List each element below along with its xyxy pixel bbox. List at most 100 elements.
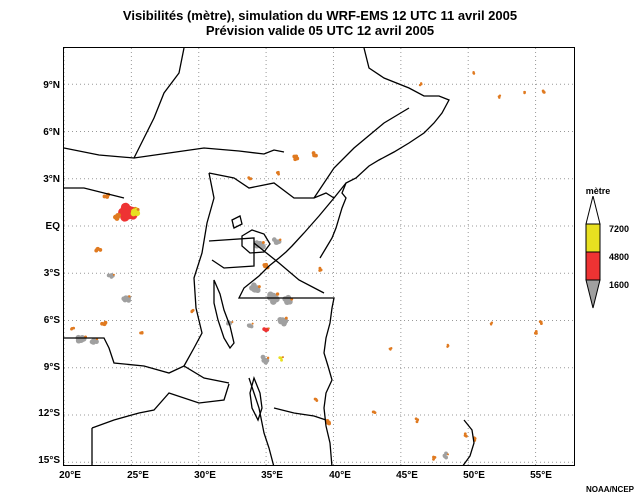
legend-swatch-top <box>585 196 601 225</box>
lon-label-40e: 40°E <box>329 470 351 481</box>
visibility-cell <box>121 296 127 302</box>
visibility-cell <box>190 309 194 313</box>
visibility-cell <box>523 91 526 95</box>
border-ethiopia-kenya <box>208 172 335 199</box>
visibility-cell <box>274 239 280 245</box>
visibility-cell <box>78 337 84 343</box>
visibility-cell <box>248 177 252 181</box>
visibility-cell <box>251 282 257 289</box>
visibility-cell <box>419 82 423 85</box>
lake-albert <box>231 215 243 229</box>
visibility-cell <box>102 322 107 327</box>
visibility-cell <box>390 347 393 350</box>
visibility-cell <box>126 298 132 303</box>
border-sudan-south <box>133 48 185 159</box>
visibility-patch <box>472 70 476 75</box>
visibility-patch <box>418 82 423 87</box>
visibility-cell <box>418 83 422 87</box>
legend-colorbar <box>585 196 601 309</box>
border-uganda <box>208 237 255 269</box>
visibility-cell <box>313 397 317 401</box>
border-zambia <box>91 383 230 429</box>
visibility-cell-edge <box>112 273 115 276</box>
visibility-patch <box>94 246 103 253</box>
boundary-lines <box>64 48 475 465</box>
visibility-cell <box>432 457 435 461</box>
visibility-patch <box>523 90 526 95</box>
visibility-cell <box>116 212 122 218</box>
visibility-cell <box>472 72 476 75</box>
visibility-patch <box>446 343 450 348</box>
graticule <box>64 48 574 465</box>
lon-label-25e: 25°E <box>127 470 149 481</box>
visibility-cell-edge <box>281 356 284 359</box>
coastline-horn <box>319 48 450 259</box>
lat-label-12s: 12°S <box>38 408 60 419</box>
visibility-patch <box>139 331 144 335</box>
visibility-cell-edge <box>257 285 261 289</box>
visibility-patch <box>130 207 141 217</box>
visibility-patch <box>246 322 254 329</box>
visibility-cell-edge <box>447 453 449 456</box>
legend-title: mètre <box>585 186 611 196</box>
visibility-patch <box>70 326 76 331</box>
border-mozambique <box>273 407 327 421</box>
visibility-cell <box>539 320 543 324</box>
visibility-cell <box>246 323 251 328</box>
lat-label-3s: 3°S <box>43 268 60 279</box>
legend-swatch-1600 <box>585 279 601 309</box>
visibility-cell <box>318 266 322 270</box>
visibility-patch <box>489 321 494 326</box>
lon-label-35e: 35°E <box>261 470 283 481</box>
lat-label-6n: 6°N <box>43 127 60 138</box>
visibility-patch <box>292 154 300 162</box>
border-malawi <box>248 377 275 465</box>
visibility-patch <box>497 94 502 99</box>
visibility-cell-edge <box>128 295 131 298</box>
visibility-cell <box>447 344 450 348</box>
visibility-patch <box>318 266 323 272</box>
visibility-cell <box>284 299 290 305</box>
lake-tanganyika <box>213 279 235 350</box>
visibility-cell <box>278 356 282 360</box>
visibility-patch <box>432 455 437 461</box>
legend-label-4800: 4800 <box>609 252 630 262</box>
visibility-patch <box>325 419 332 426</box>
visibility-cell <box>372 410 376 414</box>
visibility-cell <box>264 328 268 333</box>
visibility-cell <box>318 269 322 272</box>
visibility-cell <box>121 209 132 219</box>
visibility-patch <box>538 320 543 325</box>
visibility-cell <box>106 273 111 278</box>
visibility-cell <box>327 421 332 426</box>
visibility-patch <box>275 170 280 176</box>
credit-label: NOAA/NCEP <box>585 485 634 494</box>
visibility-patch <box>442 451 449 460</box>
visibility-cell <box>91 337 97 343</box>
visibility-cell <box>497 95 501 98</box>
visibility-cell-edge <box>284 316 288 320</box>
lat-label-9n: 9°N <box>43 80 60 91</box>
visibility-cell <box>249 324 254 329</box>
visibility-cell <box>542 90 546 94</box>
coastline-madagascar <box>462 419 475 465</box>
visibility-cell <box>294 154 299 159</box>
visibility-cell <box>263 359 269 365</box>
border-congo-south <box>64 337 230 384</box>
border-central-africa <box>64 187 125 199</box>
visibility-patch <box>100 320 108 327</box>
visibility-cell-edge <box>136 207 140 211</box>
visibility-patch <box>247 176 253 181</box>
visibility-patch <box>278 356 284 362</box>
visibility-patch <box>190 308 195 314</box>
visibility-patch <box>89 337 99 345</box>
visibility-cell <box>489 323 493 326</box>
visibility-patch <box>260 354 270 365</box>
lon-label-55e: 55°E <box>530 470 552 481</box>
lon-label-45e: 45°E <box>396 470 418 481</box>
lat-label-15s: 15°S <box>38 455 60 466</box>
visibility-cell <box>534 330 538 333</box>
visibility-patch <box>311 151 318 158</box>
visibility-cell <box>312 153 316 158</box>
visibility-patch <box>533 330 538 335</box>
